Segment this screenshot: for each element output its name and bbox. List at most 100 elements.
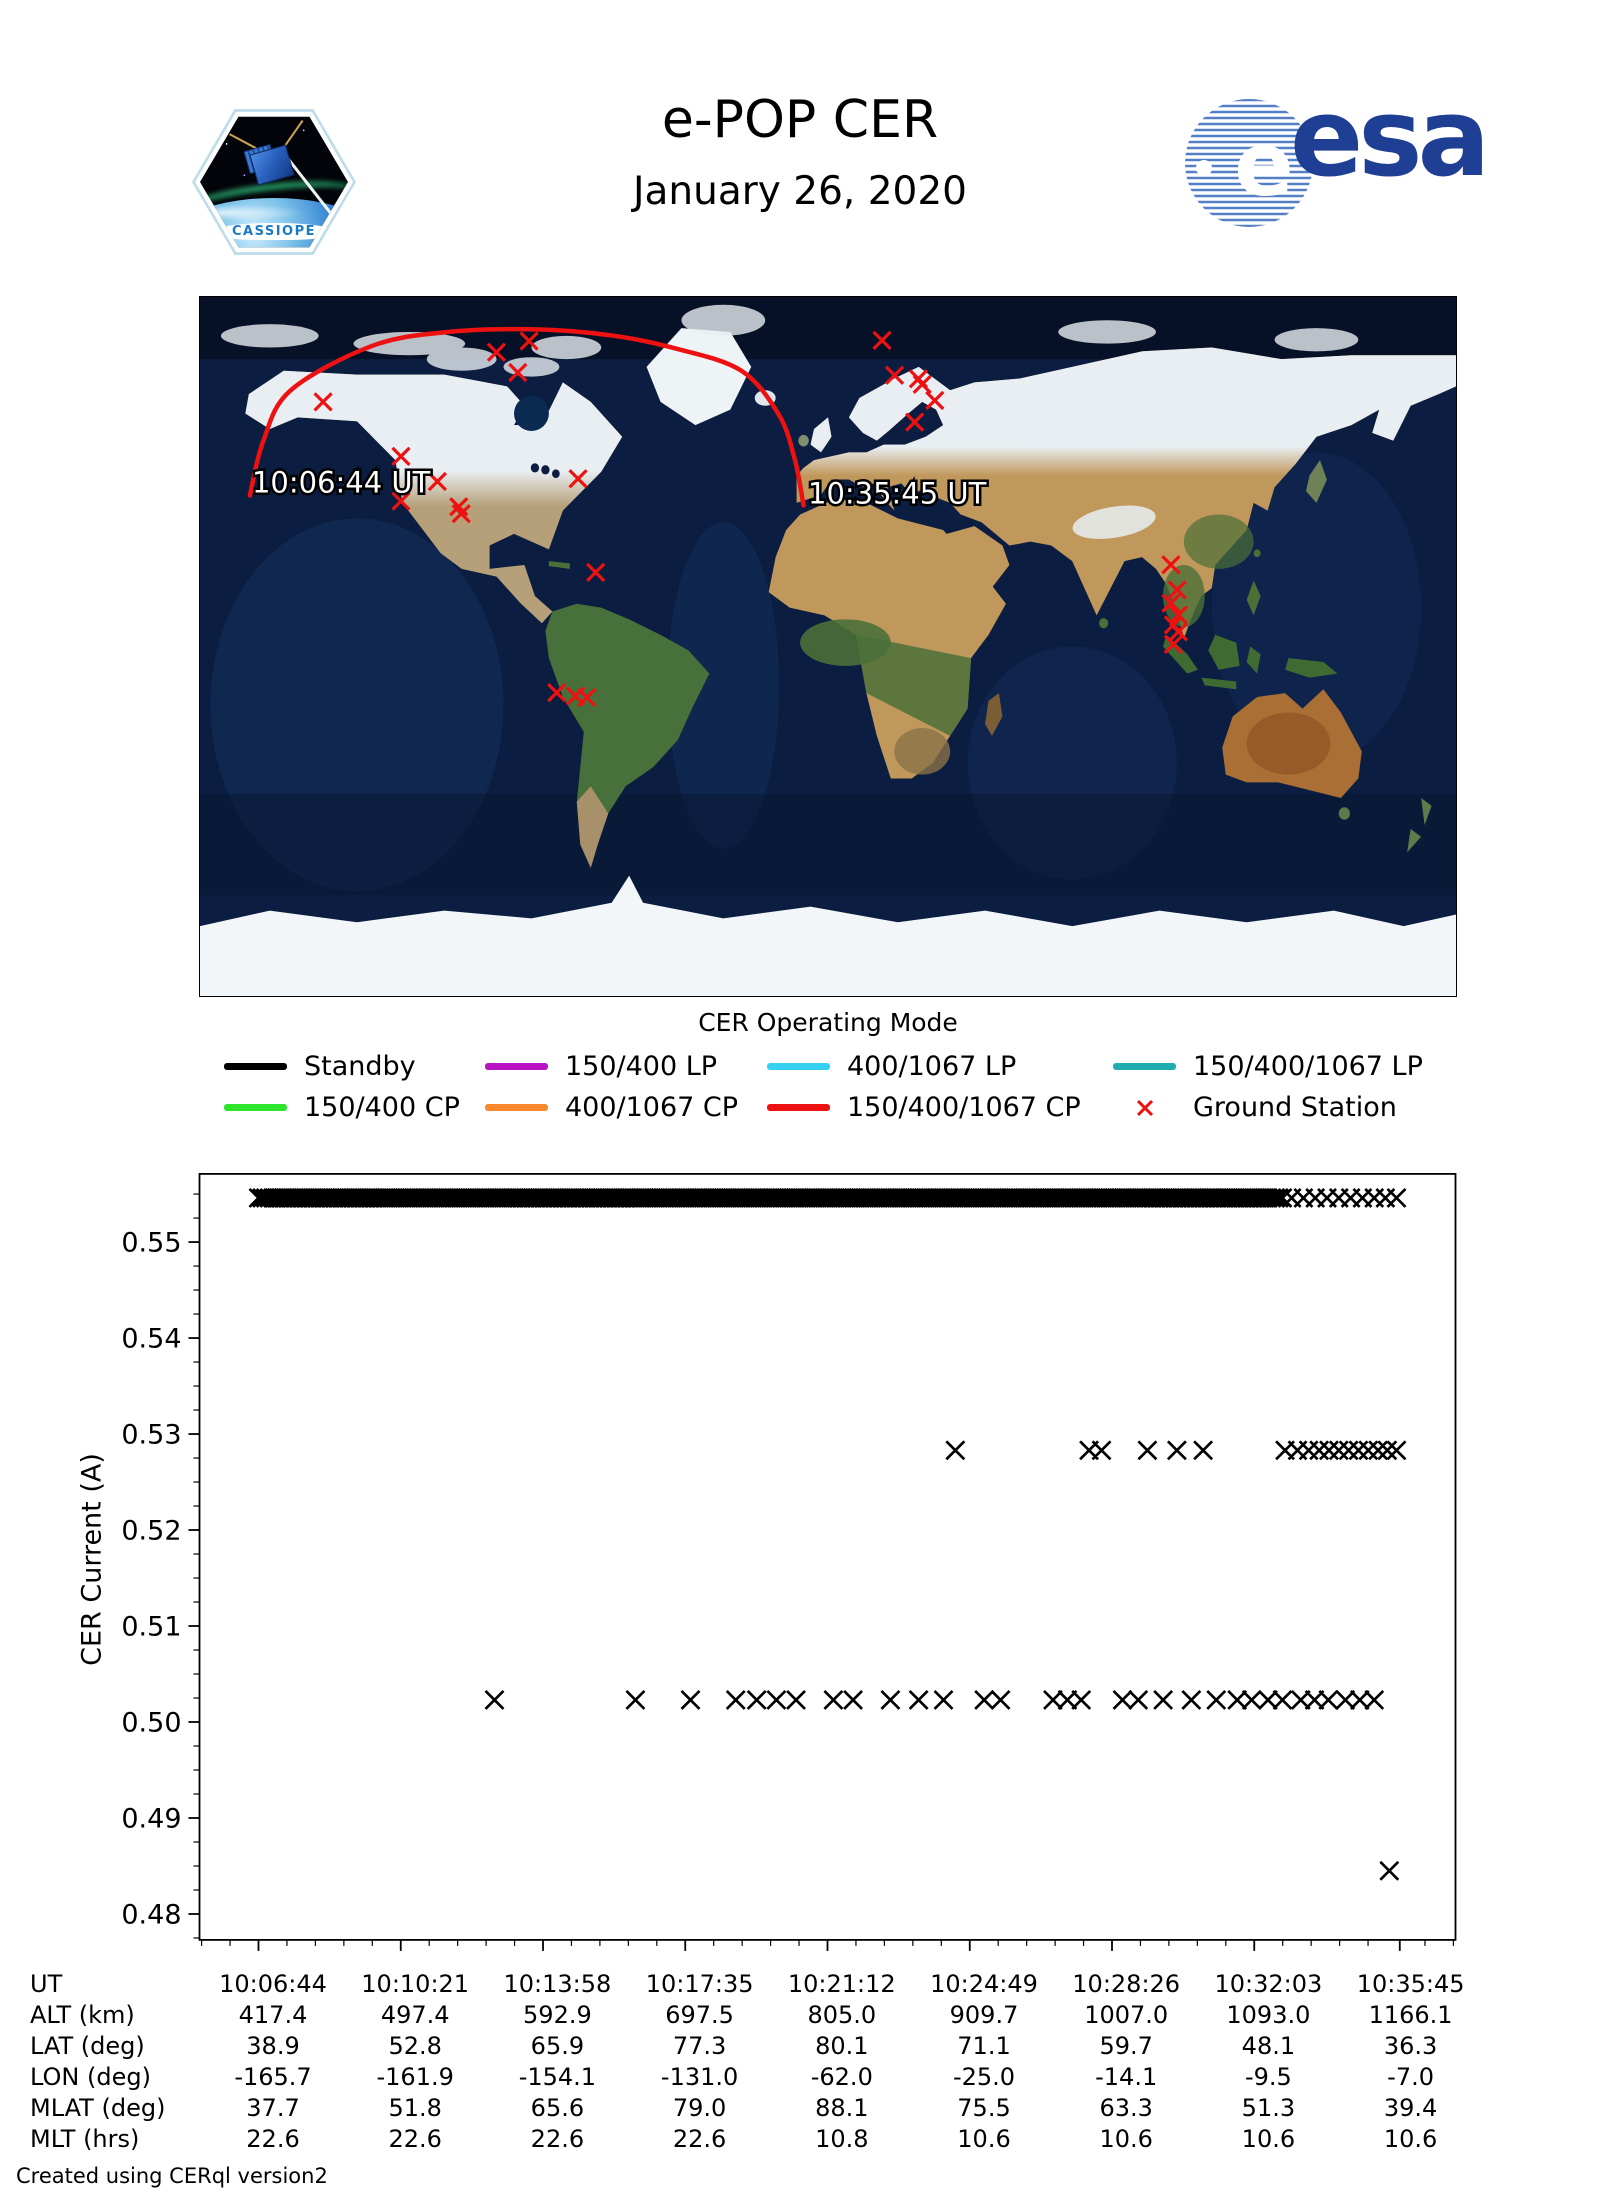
scatter-series-mid-level (945, 1440, 1407, 1461)
credit-text: Created using CERql version2 (16, 2164, 328, 2188)
track-end-time-label: 10:35:45 UT (808, 477, 987, 511)
table-cell: -131.0 (660, 2063, 739, 2091)
legend-line-swatch (224, 1104, 287, 1111)
ground-track-overlay: 10:06:44 UT 10:35:45 UT (247, 326, 1189, 708)
table-cell: 1007.0 (1084, 2001, 1169, 2029)
legend-label: 400/1067 CP (565, 1092, 739, 1123)
table-cell: 10:13:58 (503, 1970, 612, 1998)
table-cell: 10:35:45 (1356, 1970, 1465, 1998)
legend-line-swatch (767, 1104, 830, 1111)
table-cell: 63.3 (1099, 2094, 1153, 2122)
table-cell: 10.8 (815, 2125, 869, 2153)
legend-item-150-400-cp: 150/400 CP (224, 1087, 485, 1128)
table-cell: 22.6 (246, 2125, 300, 2153)
table-cell: 417.4 (238, 2001, 308, 2029)
scatter-series-low-level (484, 1689, 1385, 1710)
table-cell: 65.6 (530, 2094, 585, 2122)
patch-name-band (213, 223, 335, 241)
table-cell: 22.6 (672, 2125, 727, 2153)
table-cell: 51.3 (1241, 2094, 1296, 2122)
table-cell: 71.1 (957, 2032, 1011, 2060)
table-cell: 10.6 (1241, 2125, 1296, 2153)
cassiope-label: CASSIOPE (231, 224, 317, 240)
legend-item-150-400-1067-cp: 150/400/1067 CP (767, 1087, 1113, 1128)
table-cell: 805.0 (807, 2001, 877, 2029)
y-tick-label: 0.48 (121, 1899, 181, 1930)
table-cell: -25.0 (952, 2063, 1016, 2091)
legend-x-marker-icon (1113, 1096, 1176, 1120)
table-cell: -14.1 (1095, 2063, 1158, 2091)
legend-line-swatch (224, 1063, 287, 1070)
y-tick-label: 0.53 (121, 1420, 181, 1451)
table-cell: 79.0 (672, 2094, 727, 2122)
table-cell: 1166.1 (1368, 2001, 1453, 2029)
page-title: e-POP CER (661, 90, 939, 150)
table-cell: 1093.0 (1226, 2001, 1311, 2029)
y-tick-label: 0.52 (121, 1516, 181, 1547)
table-cell: -154.1 (518, 2063, 597, 2091)
legend-label: 150/400/1067 LP (1193, 1051, 1423, 1082)
table-cell: 592.9 (523, 2001, 592, 2029)
legend-label: Standby (304, 1051, 416, 1082)
table-cell: 697.5 (665, 2001, 734, 2029)
table-cell: 10.6 (1383, 2125, 1438, 2153)
legend-item-400-1067-cp: 400/1067 CP (485, 1087, 767, 1128)
table-cell: 48.1 (1241, 2032, 1296, 2060)
legend-line-swatch (1113, 1063, 1176, 1070)
table-cell: 37.7 (246, 2094, 300, 2122)
table-cell: 51.8 (388, 2094, 442, 2122)
table-cell: 38.9 (246, 2032, 300, 2060)
table-cell: 65.9 (530, 2032, 585, 2060)
table-cell: 59.7 (1099, 2032, 1153, 2060)
plot-border (198, 1173, 1457, 1941)
table-cell: -62.0 (810, 2063, 873, 2091)
esa-globe-icon: e (1185, 99, 1313, 227)
legend-item-400-1067-lp: 400/1067 LP (767, 1046, 1113, 1087)
y-tick-label: 0.49 (121, 1803, 181, 1834)
table-cell: 10:28:26 (1072, 1970, 1181, 1998)
esa-wordmark: esa (1290, 76, 1490, 201)
table-cell: 80.1 (815, 2032, 869, 2060)
axis-ticks (188, 1193, 1455, 1951)
world-map-panel: 10:06:44 UT 10:35:45 UT (199, 296, 1457, 997)
table-cell: 22.6 (388, 2125, 442, 2153)
table-cell: 77.3 (672, 2032, 727, 2060)
scatter-series-outlier (1379, 1860, 1400, 1881)
y-tick-label: 0.55 (121, 1228, 181, 1259)
esa-logo: e esa (1182, 76, 1490, 234)
table-cell: 75.5 (957, 2094, 1011, 2122)
y-tick-label: 0.50 (121, 1708, 181, 1739)
table-row-label: MLAT (deg) (30, 2094, 166, 2122)
table-cell: 909.7 (949, 2001, 1019, 2029)
table-cell: 10:17:35 (645, 1970, 754, 1998)
y-tick-label: 0.51 (121, 1612, 181, 1643)
table-cell: 10:24:49 (930, 1970, 1038, 1998)
date-subtitle: January 26, 2020 (633, 169, 967, 215)
table-cell: 10.6 (1099, 2125, 1153, 2153)
operating-mode-legend: Standby 150/400 LP 400/1067 LP 150/400/1067… (199, 1046, 1457, 1128)
svg-text:e: e (1234, 113, 1294, 216)
table-cell: 10:10:21 (361, 1970, 470, 1998)
scatter-series-standby-band (248, 1187, 1407, 1208)
table-cell: 36.3 (1383, 2032, 1438, 2060)
legend-label: 150/400/1067 CP (847, 1092, 1081, 1123)
legend-item-ground-station: Ground Station (1113, 1087, 1457, 1128)
legend-item-standby: Standby (224, 1046, 485, 1087)
y-tick-label: 0.54 (121, 1324, 181, 1355)
table-row-label: LON (deg) (30, 2063, 151, 2091)
table-cell: 10:06:44 (219, 1970, 327, 1998)
table-cell: -9.5 (1244, 2063, 1292, 2091)
legend-item-150-400-lp: 150/400 LP (485, 1046, 767, 1087)
table-row-label: UT (30, 1970, 63, 1998)
legend-item-150-400-1067-lp: 150/400/1067 LP (1113, 1046, 1457, 1087)
table-row-label: LAT (deg) (30, 2032, 145, 2060)
table-cell: 10.6 (957, 2125, 1011, 2153)
table-cell: -7.0 (1387, 2063, 1434, 2091)
table-row-label: MLT (hrs) (30, 2125, 140, 2153)
legend-line-swatch (485, 1063, 548, 1070)
legend-label: 150/400 LP (565, 1051, 718, 1082)
cassiope-patch-logo: CASSIOPE (192, 109, 356, 255)
track-start-time-label: 10:06:44 UT (252, 466, 431, 500)
map-legend-title: CER Operating Mode (698, 1008, 958, 1037)
table-cell: 88.1 (815, 2094, 869, 2122)
